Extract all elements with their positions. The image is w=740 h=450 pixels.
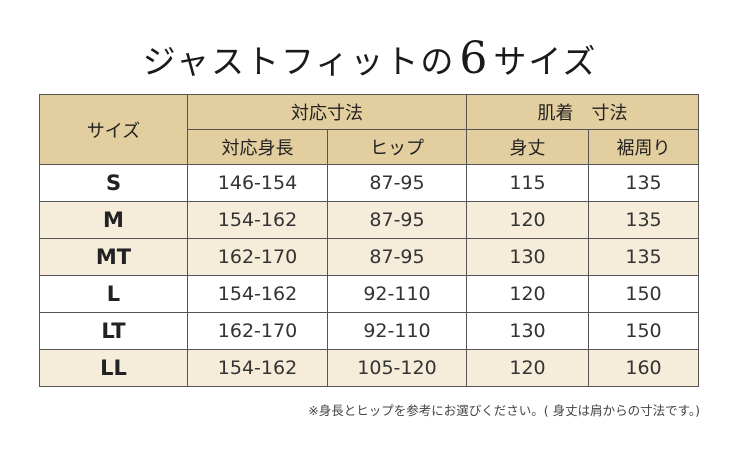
height-cell: 154-162 xyxy=(187,349,328,387)
group-header-fit: 対応寸法 xyxy=(187,94,467,130)
height-cell: 154-162 xyxy=(187,201,328,239)
size-cell: LL xyxy=(39,349,188,387)
column-header-hip: ヒップ xyxy=(327,129,467,165)
size-cell: M xyxy=(39,201,188,239)
page-title: ジャストフィットの6 サイズ xyxy=(0,34,740,87)
title-suffix: サイズ xyxy=(493,42,598,81)
length-cell: 120 xyxy=(466,349,589,387)
length-cell: 130 xyxy=(466,312,589,350)
hem-cell: 150 xyxy=(588,275,699,313)
height-cell: 162-170 xyxy=(187,312,328,350)
height-cell: 154-162 xyxy=(187,275,328,313)
table-row: L 154-162 92-110 120 150 xyxy=(39,275,699,313)
hem-cell: 160 xyxy=(588,349,699,387)
table-row: M 154-162 87-95 120 135 xyxy=(39,201,699,239)
footnote: ※身長とヒップを参考にお選びください。( 身丈は肩からの寸法です。) xyxy=(308,403,700,418)
length-cell: 120 xyxy=(466,201,589,239)
hem-cell: 135 xyxy=(588,201,699,239)
column-header-hem: 裾周り xyxy=(588,129,699,165)
size-cell: LT xyxy=(39,312,188,350)
size-cell: S xyxy=(39,164,188,202)
height-cell: 146-154 xyxy=(187,164,328,202)
hip-cell: 92-110 xyxy=(327,275,467,313)
length-cell: 130 xyxy=(466,238,589,276)
title-text: ジャストフィットの xyxy=(142,42,456,81)
table-row: MT 162-170 87-95 130 135 xyxy=(39,238,699,276)
hem-cell: 135 xyxy=(588,238,699,276)
hip-cell: 87-95 xyxy=(327,201,467,239)
size-cell: MT xyxy=(39,238,188,276)
size-cell: L xyxy=(39,275,188,313)
title-number: 6 xyxy=(459,33,490,84)
hem-cell: 135 xyxy=(588,164,699,202)
hip-cell: 87-95 xyxy=(327,164,467,202)
column-header-length: 身丈 xyxy=(466,129,589,165)
table-row: LL 154-162 105-120 120 160 xyxy=(39,349,699,387)
size-column-header: サイズ xyxy=(39,94,188,165)
height-cell: 162-170 xyxy=(187,238,328,276)
hip-cell: 87-95 xyxy=(327,238,467,276)
group-header-garment: 肌着 寸法 xyxy=(466,94,699,130)
hem-cell: 150 xyxy=(588,312,699,350)
table-row: S 146-154 87-95 115 135 xyxy=(39,164,699,202)
size-table: サイズ 対応寸法 肌着 寸法 対応身長 ヒップ 身丈 裾周り S 146-154… xyxy=(39,94,699,387)
hip-cell: 92-110 xyxy=(327,312,467,350)
length-cell: 120 xyxy=(466,275,589,313)
column-header-height: 対応身長 xyxy=(187,129,328,165)
table-row: LT 162-170 92-110 130 150 xyxy=(39,312,699,350)
hip-cell: 105-120 xyxy=(327,349,467,387)
length-cell: 115 xyxy=(466,164,589,202)
